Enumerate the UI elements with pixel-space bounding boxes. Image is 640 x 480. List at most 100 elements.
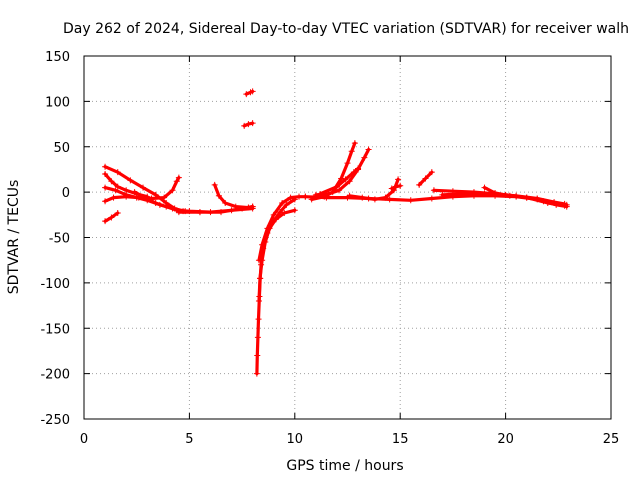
data-point-marker	[123, 193, 130, 200]
data-point-marker	[312, 191, 319, 198]
data-point-marker	[344, 160, 351, 167]
data-point-marker	[255, 257, 262, 264]
data-point-marker	[350, 169, 357, 176]
grid-lines	[84, 56, 611, 419]
data-point-marker	[131, 189, 138, 196]
data-point-marker	[161, 194, 168, 201]
x-tick-label: 25	[603, 432, 620, 447]
data-point-marker	[102, 184, 109, 191]
series-s19	[388, 182, 404, 192]
series-s8	[211, 181, 256, 211]
chart-title: Day 262 of 2024, Sidereal Day-to-day VTE…	[63, 21, 629, 37]
data-point-marker	[296, 193, 303, 200]
data-point-marker	[281, 209, 288, 216]
data-point-marker	[249, 203, 256, 210]
data-point-marker	[382, 194, 389, 201]
data-point-marker	[397, 182, 404, 189]
data-point-marker	[175, 209, 182, 216]
data-point-marker	[428, 169, 435, 176]
data-point-marker	[270, 211, 277, 218]
data-point-marker	[407, 197, 414, 204]
series-s23	[439, 190, 568, 209]
data-point-marker	[333, 183, 340, 190]
data-point-marker	[422, 175, 429, 182]
data-point-marker	[361, 154, 368, 161]
axis-ticks: 0 5 10 15 20 25 -250 -200 -150 -100 -50 0 50 100 150	[40, 50, 619, 447]
data-point-marker	[523, 194, 530, 201]
data-point-marker	[140, 184, 147, 191]
data-point-marker	[110, 194, 117, 201]
data-point-marker	[430, 187, 437, 194]
series-s20	[416, 169, 435, 188]
data-point-marker	[218, 209, 225, 216]
y-tick-label: -250	[40, 413, 70, 428]
data-point-marker	[163, 203, 170, 210]
data-point-marker	[346, 178, 353, 185]
data-point-marker	[102, 198, 109, 205]
x-axis-label: GPS time / hours	[286, 458, 403, 474]
data-point-marker	[127, 177, 134, 184]
y-tick-label: 100	[45, 95, 70, 110]
data-point-marker	[102, 170, 109, 177]
data-point-marker	[259, 241, 266, 248]
data-point-marker	[502, 191, 509, 198]
data-point-marker	[346, 192, 353, 199]
data-point-marker	[102, 218, 109, 225]
data-point-marker	[302, 193, 309, 200]
data-point-marker	[123, 187, 130, 194]
data-point-marker	[241, 122, 248, 129]
data-point-marker	[257, 275, 264, 282]
data-point-marker	[222, 200, 229, 207]
data-point-marker	[243, 91, 250, 98]
y-tick-label: 150	[45, 50, 70, 65]
data-point-marker	[439, 191, 446, 198]
data-point-marker	[249, 120, 256, 127]
x-tick-label: 15	[392, 432, 409, 447]
data-point-marker	[388, 185, 395, 192]
data-point-marker	[253, 370, 260, 377]
series-trace	[257, 208, 297, 303]
data-point-marker	[336, 187, 343, 194]
data-point-marker	[277, 209, 284, 216]
data-point-marker	[114, 183, 121, 190]
series-s13	[255, 193, 309, 264]
y-tick-label: -50	[49, 232, 70, 247]
data-point-marker	[255, 316, 262, 323]
data-point-marker	[460, 190, 467, 197]
x-tick-label: 10	[287, 432, 304, 447]
data-point-marker	[481, 190, 488, 197]
data-point-marker	[114, 209, 121, 216]
x-tick-label: 20	[497, 432, 514, 447]
data-point-marker	[317, 190, 324, 197]
y-tick-label: -100	[40, 277, 70, 292]
data-point-marker	[255, 298, 262, 305]
series-s10	[243, 88, 256, 98]
y-tick-label: -150	[40, 322, 70, 337]
data-point-marker	[392, 183, 399, 190]
data-point-marker	[169, 187, 176, 194]
data-point-marker	[142, 194, 149, 201]
data-point-marker	[173, 178, 180, 185]
data-point-marker	[386, 196, 393, 203]
data-point-marker	[308, 196, 315, 203]
series-s17	[317, 165, 362, 197]
y-tick-label: 0	[62, 186, 70, 201]
data-point-marker	[232, 203, 239, 210]
data-point-marker	[395, 176, 402, 183]
data-point-marker	[215, 192, 222, 199]
data-point-marker	[112, 187, 119, 194]
data-point-marker	[351, 140, 358, 147]
data-point-marker	[291, 207, 298, 214]
data-point-marker	[175, 174, 182, 181]
series-layer	[102, 88, 570, 377]
data-point-marker	[249, 88, 256, 95]
x-tick-label: 0	[80, 432, 88, 447]
data-point-marker	[371, 196, 378, 203]
data-point-marker	[152, 200, 159, 207]
data-point-marker	[359, 194, 366, 201]
data-point-marker	[279, 200, 286, 207]
data-point-marker	[264, 225, 271, 232]
data-point-marker	[254, 334, 261, 341]
